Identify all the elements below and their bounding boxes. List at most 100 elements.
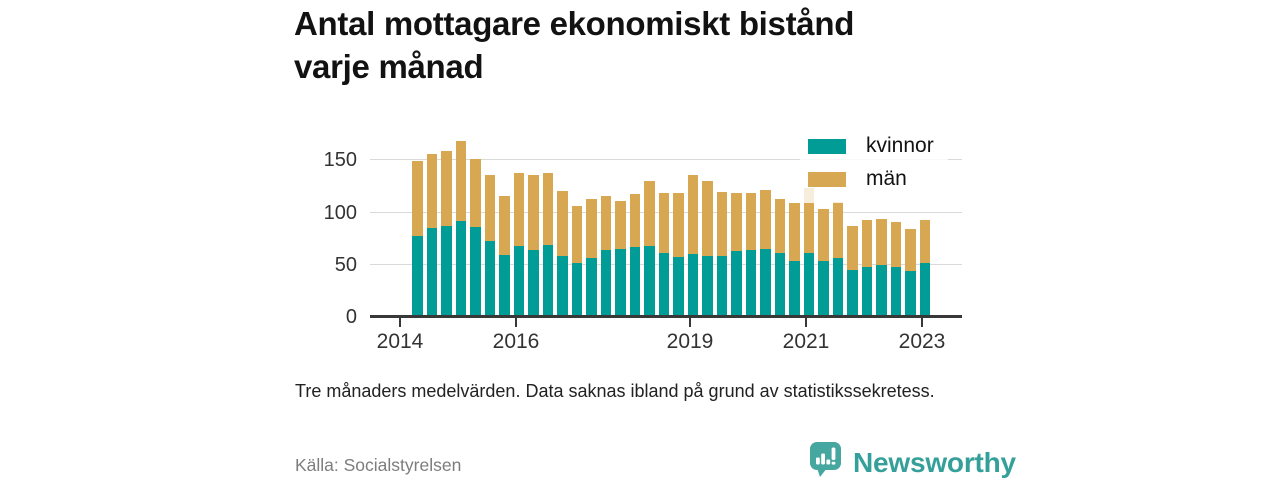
bar-segment-kvinnor (876, 264, 887, 317)
bar-segment-kvinnor (760, 249, 771, 317)
y-tick-label-100: 100 (323, 201, 357, 224)
bar-segment-man (484, 174, 495, 241)
chart-title-line1: Antal mottagare ekonomiskt bistånd (294, 5, 855, 42)
bar-segment-man (658, 192, 669, 254)
bar-segment-kvinnor (847, 269, 858, 317)
stacked-bar-2021-kv1 (803, 188, 814, 317)
bar-segment-kvinnor (687, 254, 698, 317)
bar-segment-kvinnor (455, 220, 466, 317)
bar-segment-man (716, 191, 727, 257)
bar-segment-kvinnor (673, 257, 684, 317)
bar-segment-kvinnor (789, 260, 800, 317)
chart-legend: kvinnor män (800, 129, 948, 203)
stacked-bar-2022-kv2 (876, 218, 887, 317)
stacked-bar-2014-kv4 (441, 150, 452, 317)
bar-segment-man (629, 193, 640, 247)
stacked-bar-2015-kv3 (484, 174, 495, 317)
bar-segment-kvinnor (412, 235, 423, 317)
bar-segment-kvinnor (629, 247, 640, 317)
stacked-bar-2017-kv3 (600, 195, 611, 317)
stacked-bar-2016-kv1 (513, 172, 524, 317)
stacked-bar-2018-kv4 (673, 192, 684, 317)
bar-segment-man (426, 154, 437, 229)
bar-segment-man (789, 203, 800, 261)
stacked-bar-2019-kv3 (716, 191, 727, 317)
stacked-bar-2018-kv2 (644, 181, 655, 317)
stacked-bar-2016-kv3 (542, 172, 553, 317)
gridline-150 (370, 159, 962, 161)
bar-segment-kvinnor (731, 251, 742, 317)
stacked-bar-2017-kv4 (615, 201, 626, 317)
stacked-bar-2014-kv2 (412, 161, 423, 317)
legend-label-man: män (866, 167, 907, 190)
bar-segment-kvinnor (832, 258, 843, 317)
newsworthy-brand: Newsworthy (808, 440, 1016, 480)
plot-area: 0 50 100 150 2014 2016 2019 2021 2023 kvinnor m… (324, 129, 962, 353)
bar-segment-man (702, 181, 713, 257)
bar-segment-man (745, 192, 756, 251)
stacked-bar-2019-kv1 (687, 174, 698, 317)
bar-segment-kvinnor (803, 253, 814, 317)
bar-segment-man (615, 201, 626, 250)
bar-segment-man (528, 174, 539, 251)
bar-segment-kvinnor (919, 262, 930, 317)
bar-segment-man (803, 188, 814, 254)
bar-segment-kvinnor (528, 250, 539, 317)
stacked-bar-2018-kv1 (629, 193, 640, 317)
stacked-bar-2022-kv4 (905, 229, 916, 317)
x-tick-label-2021: 2021 (782, 330, 830, 353)
bar-segment-kvinnor (890, 266, 901, 317)
newsworthy-logo-icon (808, 440, 846, 480)
legend-item-man: män (808, 167, 934, 191)
stacked-bar-2015-kv2 (470, 159, 481, 317)
bar-segment-man (470, 159, 481, 228)
x-tick-label-2016: 2016 (492, 330, 540, 353)
x-tick-mark-2019 (689, 318, 691, 327)
stacked-bar-2023-kv1 (919, 219, 930, 317)
chart-title: Antal mottagare ekonomiskt bistånd varje… (294, 2, 1054, 88)
legend-label-kvinnor: kvinnor (866, 134, 934, 157)
bar-segment-man (876, 218, 887, 265)
legend-swatch-kvinnor (808, 138, 846, 154)
bar-segment-kvinnor (470, 227, 481, 317)
stacked-bar-2020-kv1 (745, 192, 756, 317)
bar-segment-man (861, 219, 872, 267)
stacked-bar-2019-kv2 (702, 181, 713, 317)
bar-segment-man (774, 198, 785, 254)
source-caption: Källa: Socialstyrelsen (295, 455, 462, 475)
bar-segment-man (832, 202, 843, 259)
y-tick-label-50: 50 (334, 253, 357, 276)
x-tick-mark-2014 (399, 318, 401, 327)
bar-segment-kvinnor (745, 250, 756, 317)
bar-segment-kvinnor (542, 244, 553, 317)
bar-segment-man (441, 150, 452, 227)
stacked-bar-2021-kv2 (818, 209, 829, 317)
stacked-bar-2021-kv3 (832, 202, 843, 317)
bar-segment-man (557, 190, 568, 257)
x-tick-label-2019: 2019 (666, 330, 714, 353)
bar-segment-man (818, 209, 829, 261)
bar-segment-kvinnor (702, 256, 713, 317)
y-tick-label-0: 0 (345, 306, 357, 328)
bar-segment-man (905, 229, 916, 272)
bar-segment-man (890, 221, 901, 267)
chart-footnote: Tre månaders medelvärden. Data saknas ib… (295, 381, 935, 401)
stacked-bar-2016-kv2 (528, 174, 539, 317)
bar-segment-kvinnor (586, 258, 597, 317)
legend-swatch-man (808, 171, 846, 187)
bar-segment-man (731, 192, 742, 252)
stacked-bar-2021-kv4 (847, 226, 858, 317)
newsworthy-wordmark: Newsworthy (853, 446, 1016, 478)
stacked-bar-2015-kv1 (455, 141, 466, 317)
bar-segment-kvinnor (615, 249, 626, 317)
bar-segment-kvinnor (499, 255, 510, 317)
stacked-bar-2020-kv4 (789, 203, 800, 317)
x-tick-mark-2023 (921, 318, 923, 327)
chart-title-line2: varje månad (294, 48, 484, 85)
bar-segment-kvinnor (441, 226, 452, 317)
bar-segment-man (919, 219, 930, 263)
bar-segment-man (687, 174, 698, 255)
bar-segment-man (673, 192, 684, 258)
x-axis-line (370, 315, 962, 318)
bar-segment-man (513, 172, 524, 246)
